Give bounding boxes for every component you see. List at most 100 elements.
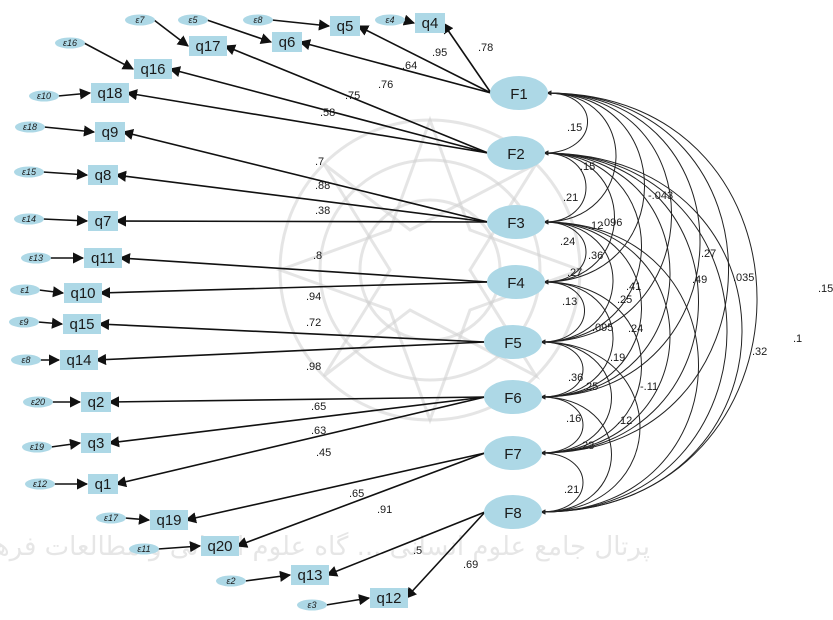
latent-factor — [484, 380, 542, 414]
covariance-arc — [540, 90, 672, 345]
covariance-arc — [543, 90, 588, 156]
latent-factor — [487, 265, 545, 299]
loading-value: .58 — [320, 107, 335, 119]
covariance-arc — [540, 90, 729, 456]
observed-item-box — [370, 588, 408, 608]
observed-item-box — [88, 474, 118, 494]
loading-value: .45 — [316, 447, 331, 459]
covariance-value: .23 — [579, 440, 594, 452]
covariance-value: .21 — [563, 192, 578, 204]
error-path — [43, 125, 96, 137]
observed-item-label: q14 — [66, 352, 91, 369]
covariance-arc — [540, 150, 743, 515]
error-term — [14, 166, 44, 178]
observed-item-label: q10 — [70, 285, 95, 302]
loading-path — [114, 396, 486, 488]
covariance-arc — [540, 219, 614, 345]
observed-item-label: q13 — [297, 567, 322, 584]
covariance-arc — [540, 394, 612, 515]
loading-value: .5 — [413, 545, 422, 557]
error-label: ε3 — [308, 600, 317, 610]
error-term — [243, 14, 273, 26]
latent-factor — [487, 136, 545, 170]
loading-path — [97, 318, 486, 343]
covariance-arc — [540, 279, 614, 400]
observed-item-label: q8 — [95, 167, 112, 184]
error-label: ε8 — [22, 355, 31, 365]
error-term — [125, 14, 155, 26]
covariance-value: -.043 — [648, 190, 673, 202]
covariance-arc — [540, 219, 699, 515]
covariance-arc — [543, 219, 587, 285]
error-label: ε12 — [33, 479, 47, 489]
loading-path — [98, 281, 489, 299]
error-term — [22, 441, 52, 453]
covariance-value: .36 — [588, 250, 603, 262]
loading-paths — [37, 14, 492, 606]
covariance-arc — [540, 450, 584, 515]
covariance-value: .12 — [617, 415, 632, 427]
observed-item-box — [150, 510, 188, 530]
watermark-text: پرتال جامع علوم انسانی ... گاه علوم انسا… — [0, 531, 650, 562]
latent-factor-label: F8 — [504, 505, 522, 522]
error-label: ε5 — [189, 15, 199, 25]
covariance-value: .49 — [692, 274, 707, 286]
covariance-value: .16 — [566, 413, 581, 425]
covariance-arc — [540, 150, 671, 400]
loading-value: .8 — [313, 250, 322, 262]
observed-item-box — [291, 565, 329, 585]
latent-factor — [484, 436, 542, 470]
observed-item-label: q7 — [95, 213, 112, 230]
error-term — [21, 252, 51, 264]
error-path — [124, 513, 151, 525]
loading-value: .69 — [463, 559, 478, 571]
covariance-value: .13 — [562, 296, 577, 308]
observed-item-box — [330, 16, 360, 36]
observed-item-label: q20 — [207, 538, 232, 555]
nodes: ε4 q4 ε8 q5 ε5 q6 ε7 q17 ε16 q16 ε10 q18 ε18 q9 ε15 q8 ε… — [9, 13, 548, 611]
loading-value: .91 — [377, 504, 392, 516]
error-label: ε18 — [23, 122, 37, 132]
observed-item-box — [272, 32, 302, 52]
observed-item-label: q5 — [337, 18, 354, 35]
covariance-value: .32 — [752, 346, 767, 358]
loading-path — [298, 39, 492, 94]
observed-item-label: q2 — [88, 394, 105, 411]
error-label: ε16 — [63, 38, 77, 48]
error-path — [244, 570, 292, 582]
error-label: ε20 — [31, 397, 45, 407]
error-path — [206, 19, 273, 45]
error-path — [325, 594, 371, 606]
error-label: ε4 — [386, 15, 395, 25]
loading-value: .76 — [378, 79, 393, 91]
observed-item-box — [64, 283, 102, 303]
observed-item-label: q11 — [91, 250, 115, 267]
error-label: ε10 — [37, 91, 51, 101]
error-term — [23, 396, 53, 408]
loading-path — [94, 341, 486, 366]
error-label: ε7 — [136, 15, 146, 25]
covariance-value: .41 — [626, 281, 641, 293]
error-term — [11, 354, 41, 366]
coefficient-labels: .15 .21 .096 .41 .49 .32 .15 .15 .12 .36 .24 .27 .1 -… — [306, 42, 833, 571]
error-term — [297, 599, 327, 611]
loading-value: .63 — [311, 425, 326, 437]
loading-path — [114, 170, 489, 223]
latent-factor-label: F5 — [504, 335, 522, 352]
error-term — [25, 478, 55, 490]
latent-factor — [484, 325, 542, 359]
latent-factor-label: F7 — [504, 446, 522, 463]
covariance-arc — [540, 150, 642, 345]
covariance-arc — [540, 339, 612, 456]
observed-item-label: q9 — [102, 124, 119, 141]
covariance-value: .035 — [733, 272, 754, 284]
observed-item-box — [63, 314, 101, 334]
error-label: ε8 — [254, 15, 263, 25]
covariance-arc — [540, 279, 585, 345]
error-path — [271, 19, 331, 31]
observed-item-box — [201, 536, 239, 556]
covariance-value: .096 — [601, 217, 622, 229]
loading-path — [223, 44, 489, 154]
